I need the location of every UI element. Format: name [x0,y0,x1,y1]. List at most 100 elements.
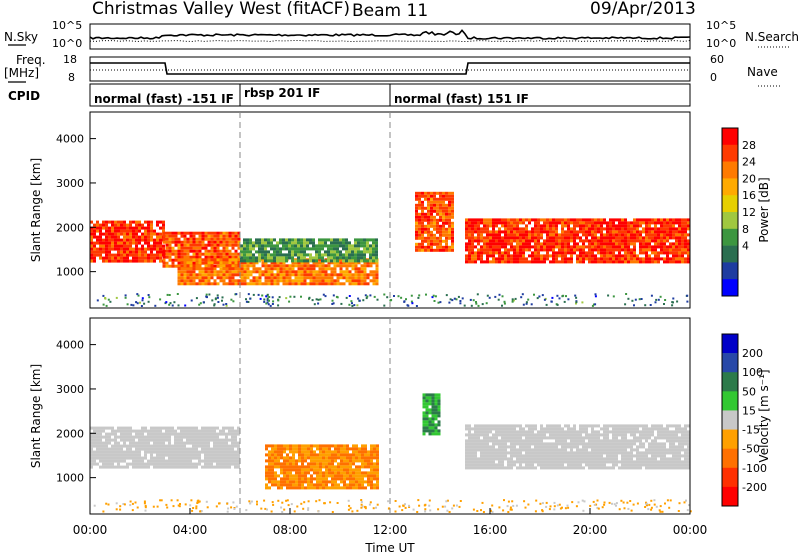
echo-cell [135,435,138,439]
echo-cell [425,411,429,415]
echo-cell [528,460,531,464]
echo-cell [322,465,325,469]
echo-cell [370,483,373,487]
echo-cell [340,459,343,463]
echo-cell [207,231,211,235]
echo-cell [267,276,271,280]
echo-cell [228,234,232,238]
clutter-cell [503,300,506,303]
echo-cell [219,447,222,451]
echo-cell [186,441,189,445]
echo-cell [645,260,648,264]
echo-cell [327,267,331,271]
echo-cell [162,237,166,241]
echo-cell [105,441,108,445]
echo-cell [346,459,349,463]
echo-cell [534,224,537,228]
echo-cell [657,251,660,255]
echo-cell [439,242,442,246]
clutter-cell [225,303,228,305]
echo-cell [370,447,373,451]
echo-cell [307,462,310,466]
echo-cell [216,243,220,247]
echo-cell [372,276,376,280]
echo-cell [370,480,373,484]
echo-cell [204,234,208,238]
echo-cell [222,426,225,430]
echo-cell [180,261,184,265]
echo-cell [219,267,223,271]
echo-cell [286,456,289,460]
echo-cell [126,259,129,263]
echo-cell [357,241,360,245]
echo-cell [424,230,427,234]
echo-cell [531,439,534,443]
echo-cell [111,235,114,239]
clutter-cell [591,304,594,307]
echo-cell [618,245,621,249]
echo-cell [427,245,430,249]
echo-cell [612,460,615,464]
echo-cell [228,444,231,448]
echo-cell [243,241,246,245]
echo-cell [90,259,93,263]
echo-cell [291,273,295,277]
echo-cell [123,435,126,439]
echo-cell [210,267,214,271]
echo-cell [114,241,117,245]
echo-cell [336,241,339,245]
echo-cell [567,251,570,255]
echo-cell [582,224,585,228]
echo-cell [219,462,222,466]
echo-cell [445,191,448,195]
echo-cell [534,260,537,264]
echo-cell [168,447,171,451]
echo-cell [312,244,315,248]
echo-cell [210,240,214,244]
echo-cell [297,238,300,242]
echo-cell [369,253,372,257]
echo-cell [304,450,307,454]
echo-cell [277,450,280,454]
echo-cell [283,462,286,466]
echo-cell [219,231,223,235]
echo-cell [303,238,306,242]
echo-cell [310,483,313,487]
echo-cell [468,233,471,237]
echo-cell [213,432,216,436]
echo-cell [198,231,202,235]
echo-cell [433,200,436,204]
echo-cell [597,436,600,440]
echo-cell [207,438,210,442]
echo-cell [219,264,223,268]
clutter-cell [533,293,535,296]
echo-cell [433,221,436,225]
echo-cell [285,282,289,286]
echo-cell [600,248,603,252]
echo-cell [492,224,495,228]
echo-cell [534,218,537,222]
echo-cell [286,480,289,484]
echo-cell [225,453,228,457]
echo-cell [120,256,123,260]
echo-cell [585,427,588,431]
echo-cell [373,483,376,487]
echo-cell [552,221,555,225]
echo-cell [468,230,471,234]
echo-cell [333,261,337,265]
clutter-cell [475,302,478,305]
echo-cell [150,232,153,236]
echo-cell [591,254,594,258]
echo-cell [567,248,570,252]
echo-cell [531,254,534,258]
echo-cell [579,236,582,240]
echo-cell [606,436,609,440]
echo-cell [540,448,543,452]
echo-cell [534,433,537,437]
echo-cell [280,468,283,472]
echo-cell [624,260,627,264]
echo-cell [418,200,421,204]
echo-cell [633,230,636,234]
echo-cell [672,245,675,249]
echo-cell [348,253,351,257]
